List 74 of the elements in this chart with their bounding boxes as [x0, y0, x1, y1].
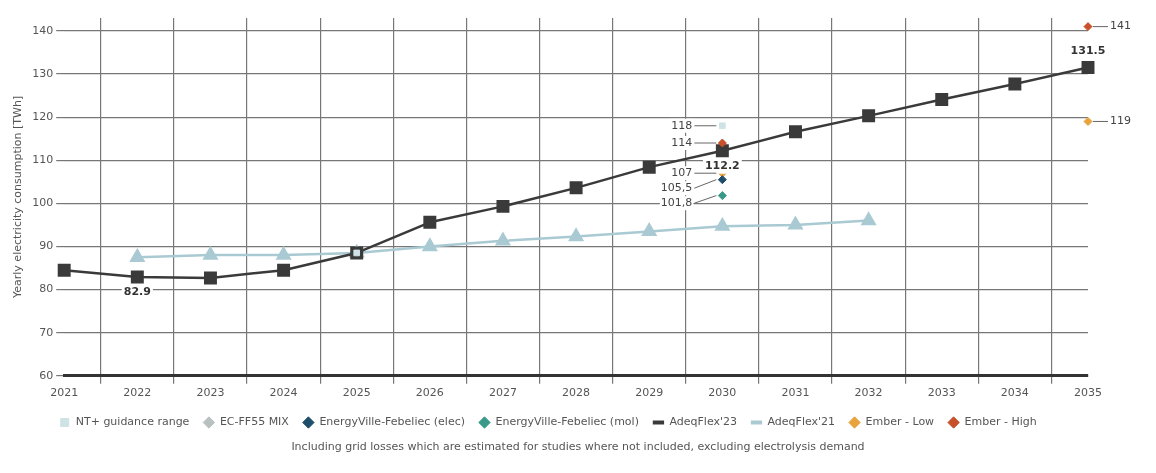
data-label: 141	[1110, 19, 1131, 33]
data-label: 114	[671, 135, 693, 149]
x-tick-label: 2031	[781, 386, 810, 400]
x-tick-label: 2028	[562, 386, 591, 400]
data-label: 131.5	[1070, 43, 1106, 57]
point	[422, 238, 437, 252]
point	[203, 247, 218, 260]
data-label: 107	[671, 166, 693, 180]
point	[423, 215, 437, 229]
y-tick-label: 120	[32, 110, 54, 124]
point	[1081, 61, 1095, 75]
point	[717, 175, 727, 185]
y-tick-label: 130	[32, 66, 54, 80]
y-tick-label: 70	[39, 325, 54, 339]
x-tick-label: 2027	[488, 386, 517, 400]
data-label: 82.9	[123, 285, 151, 299]
y-tick-label: 100	[32, 196, 54, 210]
point	[642, 160, 656, 174]
point	[203, 271, 217, 285]
legend-label: AdeqFlex'23	[669, 415, 737, 429]
point	[717, 138, 727, 148]
y-tick-label: 90	[39, 239, 54, 253]
point	[496, 199, 510, 213]
point	[715, 218, 730, 231]
y-tick-label: 140	[32, 23, 54, 37]
legend-label: EC-FF55 MIX	[219, 415, 290, 429]
x-tick-label: 2030	[708, 386, 737, 400]
point	[276, 247, 291, 260]
point	[788, 216, 803, 230]
point	[568, 228, 584, 242]
y-tick-label: 80	[39, 282, 54, 296]
point	[57, 263, 71, 277]
x-tick-label: 2023	[196, 386, 225, 400]
data-label: 119	[1110, 114, 1131, 128]
y-tick-label: 110	[32, 153, 54, 167]
x-tick-label: 2035	[1074, 386, 1102, 400]
legend-label: EnergyVille-Febeliec (elec)	[319, 415, 465, 429]
point	[789, 125, 802, 139]
x-tick-label: 2032	[854, 386, 883, 400]
y-tick-label: 60	[39, 368, 54, 382]
x-tick-label: 2033	[927, 386, 956, 400]
point	[569, 181, 583, 195]
point	[862, 109, 876, 123]
point	[1083, 116, 1093, 126]
legend-label: EnergyVille-Febeliec (mol)	[495, 415, 639, 429]
point	[719, 122, 726, 130]
point	[642, 223, 657, 237]
x-tick-label: 2029	[635, 386, 664, 400]
data-label: 112.2	[704, 159, 740, 173]
y-axis-title: Yearly electricity consumption [TWh]	[11, 95, 25, 299]
point	[495, 232, 511, 246]
x-tick-label: 2034	[1000, 386, 1029, 400]
data-label: 105,5	[660, 181, 693, 195]
point	[130, 249, 145, 262]
x-tick-label: 2021	[50, 386, 79, 400]
point	[717, 191, 727, 201]
point	[1008, 77, 1022, 91]
point	[1083, 22, 1093, 32]
x-tick-label: 2022	[123, 386, 152, 400]
x-tick-label: 2026	[415, 386, 444, 400]
data-label: 118	[671, 118, 693, 132]
legend-label: Ember - Low	[865, 415, 935, 429]
point	[715, 144, 729, 158]
legend-label: AdeqFlex'21	[767, 415, 836, 429]
legend-label: NT+ guidance range	[75, 415, 190, 429]
x-tick-label: 2025	[342, 386, 371, 400]
point	[130, 270, 144, 284]
point	[935, 92, 949, 106]
point	[277, 263, 291, 277]
point	[861, 212, 876, 226]
x-tick-label: 2024	[269, 386, 298, 400]
text: Including grid losses which are estimated for studies where not included, excluding electrolysis demand	[290, 440, 866, 453]
data-label: 101,8	[660, 196, 693, 210]
legend-label: Ember - High	[964, 415, 1037, 429]
